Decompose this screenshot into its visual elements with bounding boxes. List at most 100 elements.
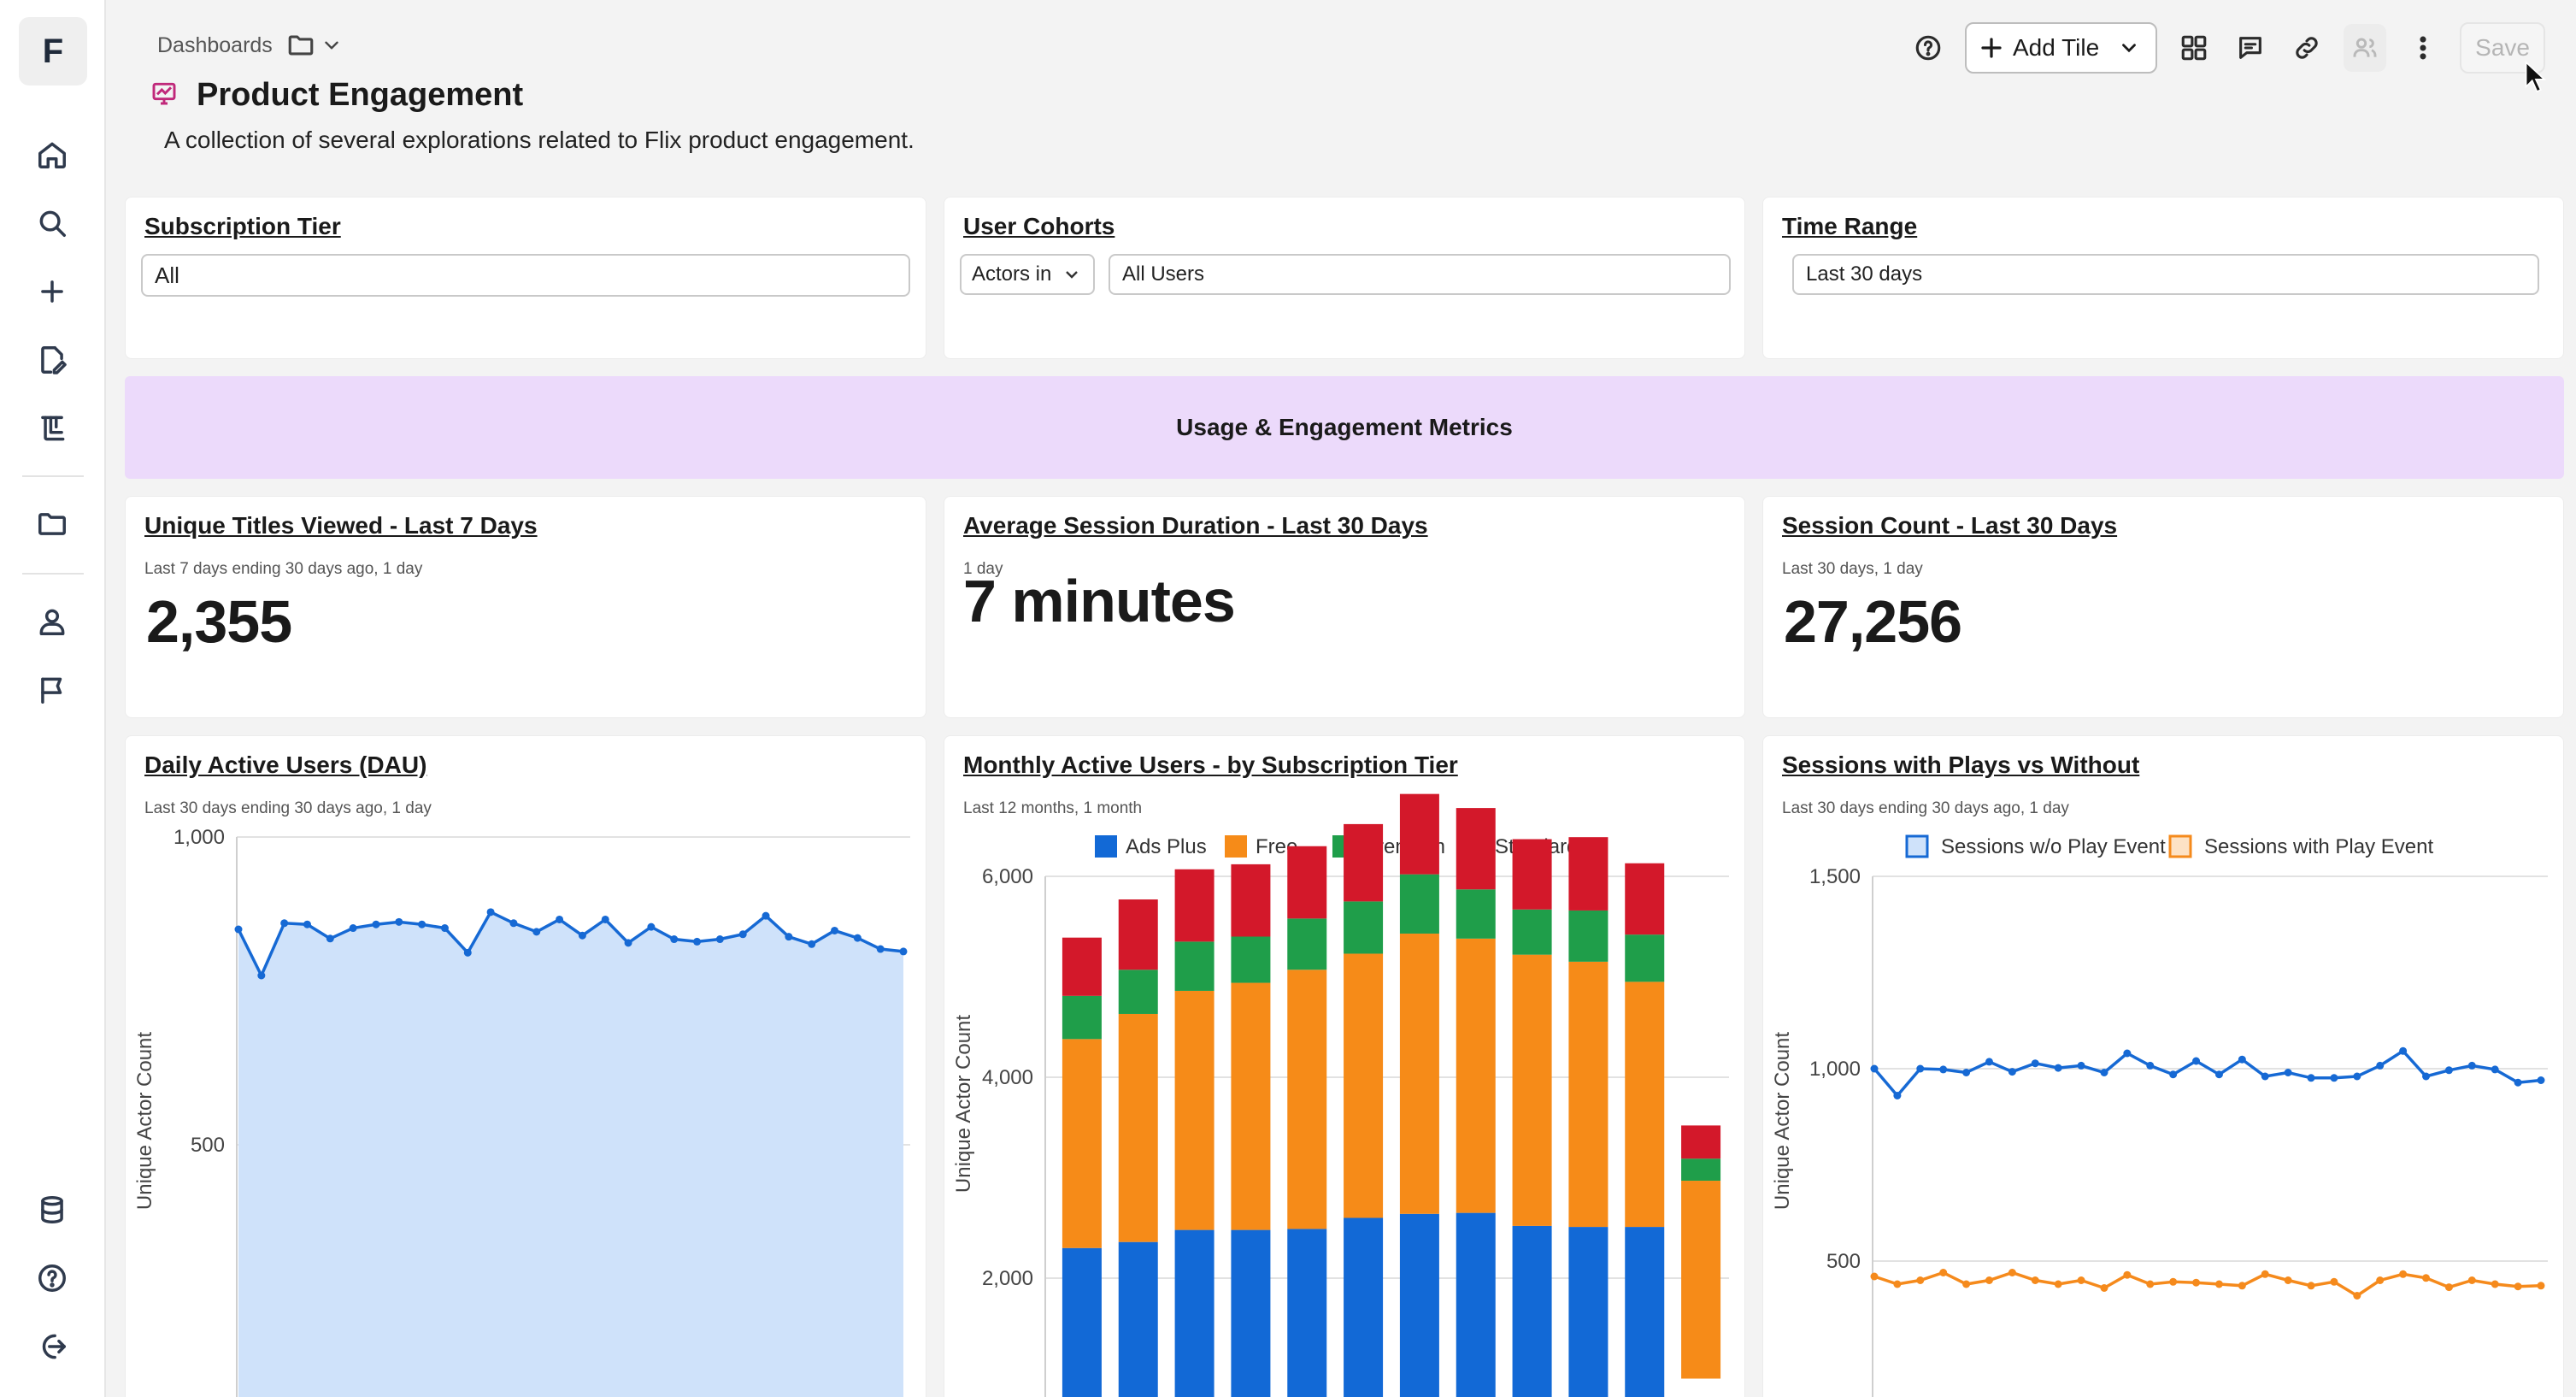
data-point [2008,1068,2016,1076]
share-users-icon[interactable] [2344,24,2387,72]
bar-segment-premium [1174,941,1214,991]
user-icon[interactable] [32,602,72,641]
user-cohort-input[interactable]: All Users [1109,254,1731,295]
y-tick-label: 4,000 [982,1066,1033,1089]
home-icon[interactable] [32,135,72,174]
data-point [1870,1064,1879,1073]
metric-card-session-count: Session Count - Last 30 Days Last 30 day… [1762,496,2564,718]
app-logo[interactable]: F [19,17,87,85]
data-point [762,911,770,920]
bar-segment-premium [1568,910,1609,962]
more-vertical-icon[interactable] [2403,28,2443,68]
bar-segment-premium [1512,909,1552,955]
folder-icon[interactable] [286,31,343,60]
grid-layout-icon[interactable] [2174,28,2214,68]
data-point [2077,1061,2085,1070]
metric-value: 7 minutes [963,568,1236,634]
subscription-tier-input[interactable]: All [141,254,910,297]
legend-swatch [1905,834,1929,858]
data-point [486,908,495,917]
bar-segment-premium [1456,889,1496,939]
data-point [2054,1280,2062,1288]
chart-card-dau: Daily Active Users (DAU) Last 30 days en… [125,735,926,1397]
series-line-with-play [1873,1270,2542,1298]
logout-icon[interactable] [32,1327,72,1366]
data-point [1939,1065,1948,1074]
data-point [2123,1049,2132,1058]
page-title: Product Engagement [197,77,524,113]
data-point [2514,1282,2522,1291]
y-axis-label: Unique Actor Count [1771,1032,1794,1210]
bar-segment-standard [1681,1125,1721,1159]
flag-icon[interactable] [32,670,72,710]
cohort-operator-select[interactable]: Actors in [960,254,1095,295]
mouse-cursor-icon [2525,60,2547,93]
bar-segment-ads-plus [1287,1229,1327,1397]
bar-segment-standard [1456,808,1496,890]
filter-title[interactable]: Time Range [1782,213,1918,239]
metric-title[interactable]: Unique Titles Viewed - Last 7 Days [144,512,538,539]
edit-document-icon[interactable] [32,340,72,380]
metric-value: 2,355 [146,588,292,655]
data-point [2146,1280,2155,1288]
data-point [2353,1072,2361,1081]
folder-icon[interactable] [32,504,72,544]
data-point [2192,1278,2201,1287]
data-point [1916,1276,1925,1284]
add-tile-button[interactable]: Add Tile [1965,22,2158,74]
data-point [2491,1280,2499,1288]
bar-segment-premium [1681,1158,1721,1182]
metric-title[interactable]: Average Session Duration - Last 30 Days [963,512,1428,539]
metric-title[interactable]: Session Count - Last 30 Days [1782,512,2118,539]
bar-segment-ads-plus [1512,1225,1552,1397]
data-point [2399,1046,2408,1055]
data-point [1985,1276,1993,1284]
legend-label: Sessions w/o Play Event [1941,835,2166,858]
dashboard-icon [150,80,178,111]
data-point [2467,1061,2476,1070]
bar-segment-standard [1231,864,1271,937]
link-icon[interactable] [2287,28,2326,68]
legend-swatch [2168,834,2192,858]
legend-swatch [1095,835,1117,858]
database-icon[interactable] [32,1190,72,1229]
filter-title[interactable]: User Cohorts [963,213,1115,239]
plus-icon[interactable] [32,272,72,311]
legend-label: Sessions with Play Event [2204,835,2433,858]
data-point [234,925,243,934]
legend-swatch [1225,835,1247,858]
data-point [2353,1292,2361,1300]
save-button[interactable]: Save [2460,22,2545,74]
bar-segment-ads-plus [1231,1229,1271,1397]
data-point [624,939,632,947]
chart-title[interactable]: Monthly Active Users - by Subscription T… [963,752,1458,778]
help-icon[interactable] [32,1258,72,1298]
chart-subtitle: Last 30 days ending 30 days ago, 1 day [1782,799,2069,817]
search-icon[interactable] [32,203,72,243]
data-point [303,920,311,928]
data-point [715,935,724,944]
data-point [326,934,334,943]
help-icon[interactable] [1908,28,1948,68]
time-range-input[interactable]: Last 30 days [1792,254,2539,295]
toolbar: Add Tile Save [1908,22,2545,74]
data-point [2261,1270,2269,1278]
filter-title[interactable]: Subscription Tier [144,213,341,239]
bar-segment-premium [1118,970,1158,1014]
metric-subtitle: Last 30 days, 1 day [1782,560,1923,578]
flask-icon[interactable] [32,409,72,448]
metric-card-avg-session: Average Session Duration - Last 30 Days … [944,496,1745,718]
chart-title[interactable]: Daily Active Users (DAU) [144,752,427,778]
chart-subtitle: Last 30 days ending 30 days ago, 1 day [144,799,432,817]
bar-segment-standard [1568,837,1609,911]
y-axis-label: Unique Actor Count [952,1015,975,1193]
y-tick-label: 2,000 [982,1267,1033,1290]
bar-segment-free [1456,938,1496,1213]
data-point [2330,1074,2338,1082]
chart-title[interactable]: Sessions with Plays vs Without [1782,752,2140,778]
dau-line [237,910,904,980]
add-tile-label: Add Tile [2013,34,2100,61]
data-point [2169,1277,2178,1286]
comment-icon[interactable] [2231,28,2270,68]
breadcrumb-dashboards[interactable]: Dashboards [157,32,273,57]
